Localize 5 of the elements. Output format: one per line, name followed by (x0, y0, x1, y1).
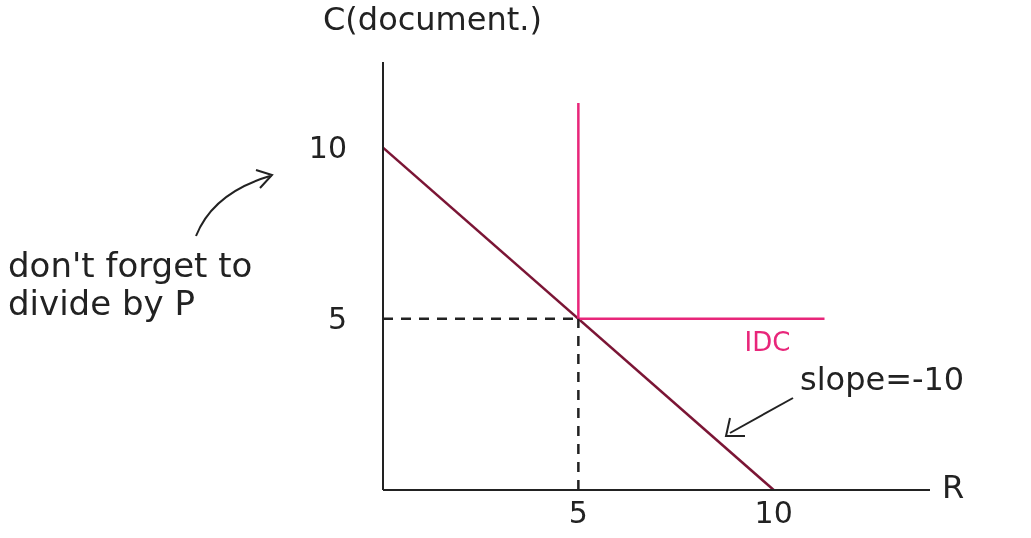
series-label: IDC (744, 326, 791, 357)
text: don't forget to divide by P (8, 245, 254, 323)
annotation: slope=-10 (800, 360, 965, 398)
x-axis-title: R (942, 468, 965, 506)
y-axis-title: C(document.) (323, 0, 542, 38)
